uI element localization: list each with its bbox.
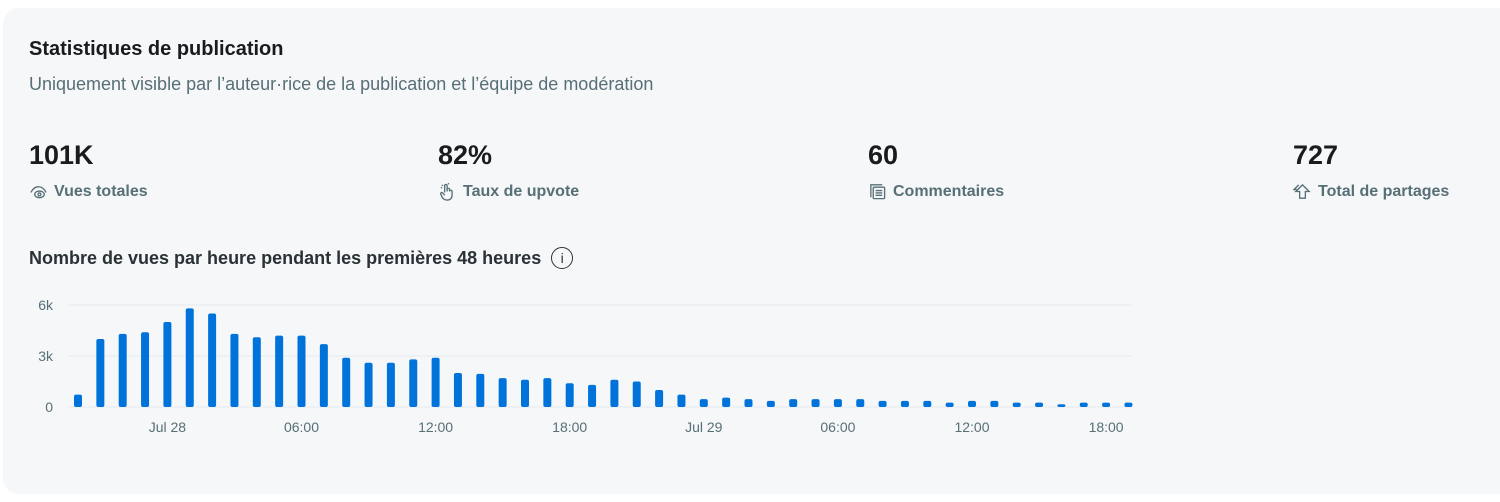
- bar: [789, 399, 798, 407]
- bar: [1012, 402, 1021, 407]
- bar: [744, 399, 753, 407]
- x-tick-label: 06:00: [820, 419, 855, 435]
- x-tick-label: 18:00: [552, 419, 587, 435]
- stat-comments: 60 Commentaires: [868, 138, 1004, 201]
- bar: [185, 308, 194, 407]
- bar: [766, 400, 775, 407]
- bar: [342, 357, 351, 407]
- bar: [163, 322, 172, 407]
- bar: [431, 357, 440, 407]
- bar: [386, 362, 395, 407]
- y-tick-label: 6k: [38, 297, 54, 313]
- x-tick-label: Jul 28: [149, 419, 187, 435]
- bar: [923, 400, 932, 407]
- bar: [364, 362, 373, 407]
- stat-label: Taux de upvote: [463, 182, 580, 200]
- bar: [297, 335, 306, 407]
- bar: [453, 373, 462, 407]
- bar: [1057, 404, 1066, 407]
- x-tick-label: 12:00: [954, 419, 989, 435]
- bar: [833, 399, 842, 407]
- bar: [118, 333, 127, 407]
- bar: [722, 397, 731, 407]
- stat-shares: 727 Total de partages: [1293, 138, 1449, 201]
- bar: [945, 402, 954, 407]
- bar: [252, 337, 261, 407]
- x-tick-label: Jul 29: [685, 419, 723, 435]
- comments-icon: [870, 184, 886, 200]
- post-stats-card: [3, 8, 1500, 494]
- chart-title: Nombre de vues par heure pendant les pre…: [29, 247, 574, 269]
- x-tick-label: 12:00: [418, 419, 453, 435]
- bar: [476, 373, 485, 407]
- bar: [1079, 402, 1088, 407]
- bar: [699, 399, 708, 407]
- stat-label: Commentaires: [893, 182, 1005, 200]
- bar: [632, 381, 641, 407]
- bar: [141, 332, 150, 407]
- bar: [565, 383, 574, 407]
- stat-total-views: 101K Vues totales: [29, 138, 148, 201]
- bar: [968, 400, 976, 407]
- bar: [1035, 402, 1044, 407]
- bar: [74, 394, 82, 407]
- x-tick-label: 06:00: [284, 419, 319, 435]
- page-subtitle: Uniquement visible par l’auteur·rice de …: [29, 74, 654, 94]
- stat-label: Vues totales: [54, 182, 148, 200]
- bar: [409, 359, 418, 407]
- chart-title-text: Nombre de vues par heure pendant les pre…: [29, 247, 542, 268]
- share-icon: [1293, 183, 1311, 199]
- bar: [677, 394, 686, 407]
- bar: [878, 400, 887, 407]
- bar: [588, 384, 597, 407]
- stat-value: 727: [1293, 140, 1339, 170]
- bar: [319, 344, 328, 407]
- info-icon[interactable]: i: [551, 247, 574, 269]
- bar: [900, 400, 909, 407]
- bar: [521, 379, 529, 407]
- bar: [610, 379, 619, 407]
- y-tick-label: 0: [45, 399, 53, 415]
- bar: [275, 335, 284, 407]
- stat-value: 101K: [29, 140, 94, 170]
- bar: [990, 400, 999, 407]
- views-per-hour-chart: 0 3k 6k Jul 28 06:00 12:00 18:00 Jul 29 06:00 12:…: [38, 297, 1133, 435]
- eye-icon: [30, 186, 47, 199]
- bar: [1102, 402, 1111, 407]
- stat-value: 82%: [438, 140, 493, 170]
- bar: [856, 399, 865, 407]
- bar: [208, 313, 217, 407]
- bar: [96, 339, 105, 407]
- stat-value: 60: [868, 140, 899, 170]
- page-title: Statistiques de publication: [29, 38, 284, 60]
- bar: [230, 333, 239, 407]
- bar: [498, 378, 507, 407]
- x-tick-label: 18:00: [1089, 419, 1124, 435]
- bar: [655, 390, 664, 407]
- stat-label: Total de partages: [1318, 182, 1450, 200]
- bar: [543, 378, 552, 407]
- y-tick-label: 3k: [38, 348, 54, 364]
- bar: [811, 399, 820, 407]
- bar: [1124, 402, 1133, 407]
- stat-upvote-rate: 82% Taux de upvote: [438, 138, 579, 201]
- hand-pointer-icon: [440, 182, 453, 201]
